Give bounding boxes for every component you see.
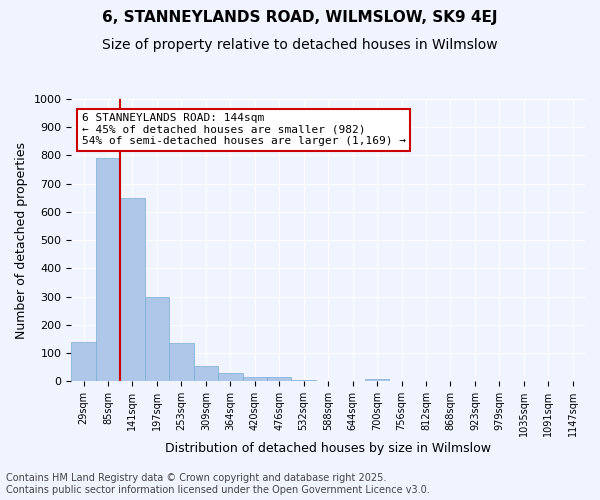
Bar (194, 366, 218, 382)
Text: 6, STANNEYLANDS ROAD, WILMSLOW, SK9 4EJ: 6, STANNEYLANDS ROAD, WILMSLOW, SK9 4EJ (102, 10, 498, 25)
Bar (218, 374, 242, 382)
X-axis label: Distribution of detached houses by size in Wilmslow: Distribution of detached houses by size … (165, 442, 491, 455)
Bar (267, 377, 292, 382)
Text: Size of property relative to detached houses in Wilmslow: Size of property relative to detached ho… (102, 38, 498, 52)
Bar (145, 296, 169, 382)
Text: Contains HM Land Registry data © Crown copyright and database right 2025.
Contai: Contains HM Land Registry data © Crown c… (6, 474, 430, 495)
Bar (365, 379, 389, 382)
Y-axis label: Number of detached properties: Number of detached properties (15, 142, 28, 338)
Bar (169, 343, 194, 382)
Bar (96, 158, 120, 382)
Text: 6 STANNEYLANDS ROAD: 144sqm
← 45% of detached houses are smaller (982)
54% of se: 6 STANNEYLANDS ROAD: 144sqm ← 45% of det… (82, 113, 406, 146)
Bar (292, 380, 316, 382)
Bar (242, 377, 267, 382)
Bar (120, 198, 145, 382)
Bar (71, 342, 96, 382)
